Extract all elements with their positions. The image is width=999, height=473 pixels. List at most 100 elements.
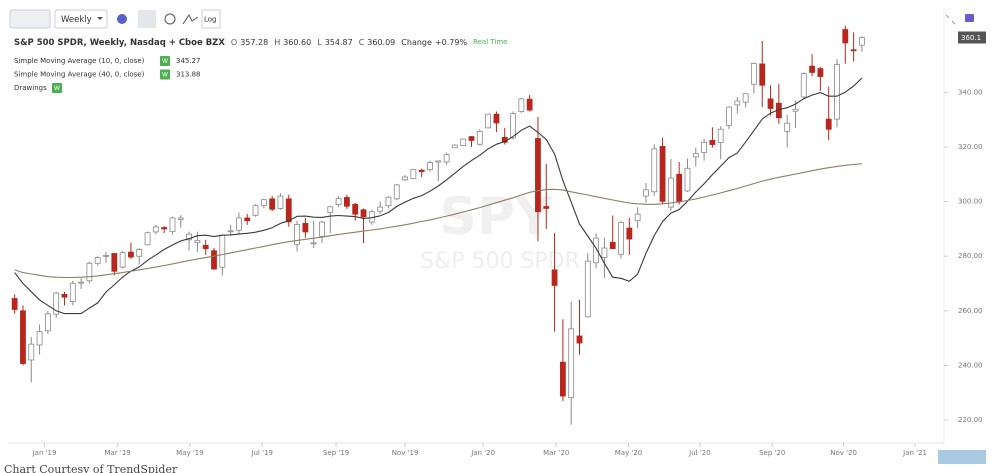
legend-badge-text: W (162, 58, 168, 65)
candle-body (510, 113, 516, 139)
candle-body (427, 162, 433, 171)
header: S&P 500 SPDR, Weekly, Nasdaq + Cboe BZX O… (14, 38, 508, 48)
candle-body (36, 331, 43, 346)
ohlc-value: 357.28 (240, 38, 268, 47)
x-tick-label: Jul '19 (250, 449, 273, 457)
tool-button[interactable] (138, 10, 156, 28)
candle-body (692, 153, 699, 158)
candle-body (701, 141, 707, 153)
change-key: Change (401, 38, 432, 47)
candle-body (136, 248, 143, 257)
candle-body (825, 118, 832, 130)
fullscreen-button[interactable] (945, 14, 956, 25)
candle-body (119, 252, 126, 268)
candle-body (177, 217, 184, 220)
candle-body (335, 198, 342, 206)
sma-line (14, 163, 862, 279)
drawing-button[interactable] (182, 14, 199, 25)
y-tick-label: 300.00 (958, 198, 983, 206)
ohlc-value: 360.60 (283, 38, 311, 47)
candle-body (842, 29, 849, 44)
candle-body (634, 213, 641, 222)
candle-body (94, 257, 101, 264)
x-tick-label: Sep '20 (759, 449, 785, 457)
candle-body (817, 68, 824, 77)
change-value: +0.79% (435, 38, 468, 47)
candle-body (28, 343, 35, 361)
candle-body (717, 128, 724, 144)
candle-body (377, 206, 384, 212)
candle-body (568, 328, 575, 399)
candle-body (593, 237, 600, 264)
candle-body (809, 65, 815, 73)
candle-body (227, 230, 234, 233)
candle-body (742, 93, 749, 103)
candle-body (202, 244, 209, 249)
candle-body (103, 254, 109, 257)
candle-body (410, 168, 417, 179)
candle-body (518, 98, 525, 112)
candle-body (601, 247, 608, 258)
candle-body (244, 217, 251, 222)
camera-button[interactable] (965, 14, 974, 22)
x-tick-label: Nov '19 (392, 449, 419, 457)
legend-value: 345.27 (176, 57, 201, 65)
candle-body (327, 206, 334, 213)
clock-button[interactable] (164, 13, 176, 25)
candle-body (53, 292, 60, 315)
x-tick-label: Jan '20 (470, 449, 495, 457)
y-tick-label: 260.00 (958, 307, 983, 315)
ohlc-key: L (317, 38, 322, 47)
caption: Chart Courtesy of TrendSpider (4, 463, 178, 473)
candle-body (667, 177, 674, 208)
dropdown-arrow (97, 17, 103, 20)
ohlc-value: 360.09 (367, 38, 395, 47)
candle-body (418, 169, 425, 172)
legend-badge (52, 83, 62, 93)
log-button[interactable] (201, 9, 221, 29)
candle-body (800, 73, 807, 98)
candle-body (751, 63, 757, 85)
candle-body (609, 241, 616, 249)
candle-body (643, 189, 649, 197)
candle-body (169, 217, 176, 233)
candle-body (344, 197, 350, 207)
y-tick-label: 340.00 (958, 88, 983, 96)
candle-body (850, 49, 857, 52)
candle-body (302, 223, 309, 233)
price-badge-label: 360.1 (961, 34, 981, 42)
candle-body (86, 262, 93, 282)
candle-body (310, 242, 317, 245)
legend-label: Simple Moving Average (10, 0, close) (14, 57, 145, 65)
candle-body (684, 167, 691, 192)
x-tick-label: Mar '20 (543, 449, 569, 457)
candle-body (526, 98, 533, 111)
interval-select[interactable] (54, 9, 108, 29)
candle-body (451, 144, 458, 149)
legend-badge-text: W (54, 85, 60, 92)
candle-body (252, 205, 259, 216)
x-tick-label: Mar '19 (105, 449, 131, 457)
candle-body (626, 227, 633, 240)
candle-body (294, 224, 300, 245)
compare-button[interactable] (938, 450, 986, 464)
candle-body (269, 198, 276, 210)
chart-title: S&P 500 SPDR, Weekly, Nasdaq + Cboe BZX (14, 38, 225, 48)
ohlc-key: H (274, 38, 280, 47)
chart-type-button[interactable] (9, 9, 51, 29)
settings-button[interactable] (117, 14, 127, 24)
candle-body (476, 131, 483, 145)
candle-body (385, 196, 392, 207)
candle-body (576, 335, 583, 344)
x-tick-label: Nov '20 (830, 449, 857, 457)
candle-body (186, 233, 192, 241)
candle-body (859, 37, 865, 46)
candle-body (161, 227, 168, 230)
y-tick-label: 280.00 (958, 252, 983, 260)
candle-body (559, 361, 566, 397)
candle-body (128, 251, 134, 258)
legend-badge-text: W (162, 72, 168, 79)
candle-body (584, 260, 591, 318)
candle-body (460, 138, 467, 147)
